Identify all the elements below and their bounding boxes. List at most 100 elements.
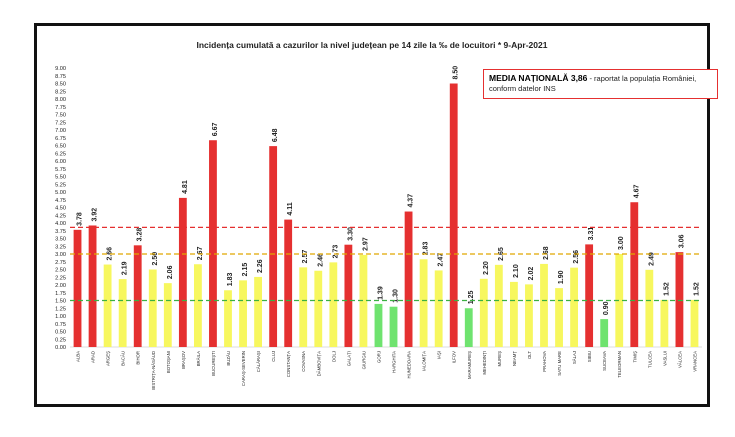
y-tick-label: 0.00 bbox=[55, 345, 66, 351]
y-tick-label: 5.25 bbox=[55, 182, 66, 188]
bar bbox=[133, 245, 142, 347]
x-category-label: SATU MARE bbox=[557, 351, 562, 376]
y-tick-label: 4.50 bbox=[55, 206, 66, 212]
y-tick-label: 7.75 bbox=[55, 105, 66, 111]
bar bbox=[374, 303, 383, 347]
x-category-label: TULCEA bbox=[647, 351, 652, 368]
y-tick-label: 3.75 bbox=[55, 229, 66, 235]
y-tick-label: 5.75 bbox=[55, 167, 66, 173]
y-tick-label: 3.25 bbox=[55, 244, 66, 250]
bar-value-label: 2.46 bbox=[317, 253, 324, 267]
bar bbox=[675, 252, 684, 347]
bar-value-label: 3.31 bbox=[588, 227, 595, 241]
bar-value-label: 2.65 bbox=[498, 247, 505, 261]
x-category-label: HUNEDOARA bbox=[407, 351, 412, 379]
national-average-note: MEDIA NAȚIONALĂ 3,86 - raportat la popul… bbox=[483, 69, 718, 99]
bar bbox=[600, 319, 609, 347]
x-category-label: GORJ bbox=[376, 351, 381, 363]
x-category-label: VÂLCEA bbox=[677, 351, 682, 368]
bar bbox=[209, 140, 217, 347]
bar-value-label: 2.57 bbox=[302, 250, 309, 264]
y-tick-label: 1.00 bbox=[55, 314, 66, 320]
y-tick-label: 5.00 bbox=[55, 190, 66, 196]
bar bbox=[509, 281, 518, 347]
bar-value-label: 8.50 bbox=[453, 66, 460, 80]
x-category-label: BOTOȘANI bbox=[166, 351, 171, 373]
y-tick-label: 5.50 bbox=[55, 175, 66, 181]
bar-chart: Incidența cumulată a cazurilor la nivel … bbox=[55, 40, 702, 390]
y-tick-label: 1.50 bbox=[55, 299, 66, 305]
bar-value-label: 2.50 bbox=[152, 252, 159, 266]
bar bbox=[464, 308, 473, 347]
y-tick-label: 1.25 bbox=[55, 306, 66, 312]
bar-value-label: 2.26 bbox=[257, 259, 264, 273]
bar bbox=[585, 244, 594, 347]
y-tick-label: 3.00 bbox=[55, 252, 66, 258]
bar bbox=[73, 229, 82, 347]
bar-value-label: 4.67 bbox=[633, 184, 640, 198]
bar-value-label: 0.90 bbox=[603, 301, 610, 315]
bar bbox=[690, 299, 699, 347]
x-category-label: OLT bbox=[527, 351, 532, 359]
bar-value-label: 2.19 bbox=[122, 261, 129, 275]
bar-value-label: 2.49 bbox=[648, 252, 655, 266]
x-category-label: VRANCEA bbox=[692, 351, 697, 372]
bar bbox=[359, 254, 368, 347]
y-tick-label: 6.25 bbox=[55, 151, 66, 157]
bar-value-label: 3.06 bbox=[678, 234, 685, 248]
bar bbox=[494, 264, 503, 347]
bar-value-label: 1.52 bbox=[693, 282, 700, 296]
bar-value-label: 6.67 bbox=[212, 122, 219, 136]
y-tick-label: 8.50 bbox=[55, 82, 66, 88]
bar-value-label: 2.97 bbox=[362, 237, 369, 251]
x-category-label: IALOMIȚA bbox=[422, 351, 427, 371]
x-category-label: BIHOR bbox=[136, 351, 141, 365]
bar-value-label: 1.25 bbox=[468, 291, 475, 305]
x-category-label: SUCEAVA bbox=[602, 351, 607, 371]
bar bbox=[449, 83, 458, 347]
x-category-label: TELEORMAN bbox=[617, 351, 622, 378]
x-category-label: BUCUREȘTI bbox=[211, 351, 216, 376]
y-tick-label: 2.75 bbox=[55, 260, 66, 266]
x-category-label: PRAHOVA bbox=[542, 351, 547, 372]
y-tick-label: 2.50 bbox=[55, 268, 66, 274]
bar bbox=[269, 146, 278, 347]
bar-value-label: 1.39 bbox=[377, 286, 384, 300]
bar bbox=[630, 202, 639, 347]
y-tick-label: 8.25 bbox=[55, 89, 66, 95]
bar bbox=[479, 278, 488, 347]
x-category-label: MUREȘ bbox=[497, 351, 502, 367]
y-tick-label: 9.00 bbox=[55, 66, 66, 72]
x-category-label: BACĂU bbox=[121, 351, 126, 366]
x-category-label: ARGEȘ bbox=[106, 351, 111, 366]
y-tick-label: 6.50 bbox=[55, 144, 66, 150]
bar-value-label: 2.15 bbox=[242, 263, 249, 277]
x-category-label: VASLUI bbox=[662, 351, 667, 366]
x-category-label: ALBA bbox=[76, 351, 81, 362]
y-tick-label: 2.25 bbox=[55, 275, 66, 281]
y-tick-label: 7.50 bbox=[55, 113, 66, 119]
bar bbox=[239, 280, 247, 347]
bar bbox=[284, 219, 293, 347]
x-category-label: BISTRIȚA-NĂSĂUD bbox=[151, 351, 156, 390]
y-tick-label: 4.25 bbox=[55, 213, 66, 219]
bar-value-label: 2.56 bbox=[573, 250, 580, 264]
y-tick-label: 3.50 bbox=[55, 237, 66, 243]
y-tick-label: 2.00 bbox=[55, 283, 66, 289]
bar-value-label: 4.81 bbox=[182, 180, 189, 194]
bar-value-label: 3.30 bbox=[347, 227, 354, 241]
bar bbox=[570, 267, 579, 347]
bar bbox=[660, 299, 669, 347]
y-tick-label: 0.25 bbox=[55, 337, 66, 343]
bar bbox=[88, 225, 97, 347]
chart-frame: Incidența cumulată a cazurilor la nivel … bbox=[34, 23, 718, 407]
bar-value-label: 3.28 bbox=[137, 228, 144, 242]
bar bbox=[103, 264, 112, 347]
national-average-source: conform datelor INS bbox=[489, 84, 556, 93]
x-category-label: ARAD bbox=[91, 351, 96, 363]
x-category-label: ILFOV bbox=[452, 351, 457, 364]
x-category-label: SĂLAJ bbox=[572, 351, 577, 364]
x-category-label: CONSTANȚA bbox=[286, 351, 291, 377]
bar bbox=[314, 270, 323, 347]
x-category-label: CLUJ bbox=[271, 351, 276, 362]
